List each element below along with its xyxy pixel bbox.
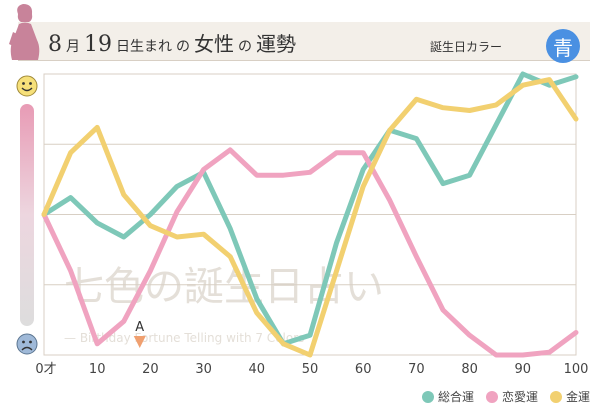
- x-tick-label: 80: [461, 362, 478, 377]
- month-unit: 月: [66, 39, 80, 55]
- series-line-1: [41, 71, 579, 347]
- birth-month: 8: [48, 32, 62, 57]
- particle-no-2: の: [238, 39, 252, 55]
- header: 8 月 19 日生まれ の 女性 の 運勢 誕生日カラー 青: [0, 0, 600, 63]
- legend: 総合運 恋愛運 金運: [421, 388, 590, 405]
- smiley-mouth: [21, 87, 33, 92]
- x-tick-label: 10: [89, 362, 106, 377]
- watermark-subtitle: — Birthday Fortune Telling with 7 Colors: [64, 331, 304, 345]
- x-tick-label: 70: [408, 362, 425, 377]
- fortune-label: 運勢: [256, 32, 296, 56]
- mood-gradient-bar: [20, 104, 34, 326]
- worried-left-eye: [22, 340, 25, 344]
- legend-item-2: 恋愛運: [485, 388, 538, 405]
- legend-item-1: 総合運: [421, 388, 474, 405]
- x-tick-label: 40: [249, 362, 266, 377]
- smiley-face-icon: [16, 75, 38, 97]
- worried-mouth: [21, 346, 33, 351]
- smiley-face-circle: [16, 75, 38, 97]
- legend-swatch: [485, 390, 498, 403]
- woman-silhouette-icon: [9, 4, 40, 60]
- legend-label: 総合運: [437, 390, 474, 404]
- worried-right-eye: [29, 340, 32, 344]
- birth-color-badge: 青: [546, 29, 580, 63]
- mood-scale: [16, 75, 38, 355]
- header-strip: [18, 22, 590, 61]
- worried-face-circle: [16, 333, 38, 355]
- x-axis: 0才 10 20 30 40 50 60 70 80 90 100: [35, 362, 588, 377]
- worried-face-icon: [16, 333, 38, 355]
- x-tick-label: 30: [195, 362, 212, 377]
- series-line-2: [41, 147, 579, 358]
- age-marker: A: [133, 320, 146, 348]
- x-tick-label: 50: [302, 362, 319, 377]
- birth-color-label: 誕生日カラー: [430, 40, 503, 54]
- legend-swatch: [421, 390, 434, 403]
- page-title: 8 月 19 日生まれ の 女性 の 運勢: [48, 28, 296, 58]
- age-marker-triangle-icon: [133, 336, 146, 348]
- series-line-3: [41, 77, 579, 358]
- smiley-right-eye: [29, 82, 32, 85]
- legend-label: 金運: [565, 390, 590, 404]
- x-tick-label: 90: [515, 362, 532, 377]
- legend-item-3: 金運: [549, 388, 590, 405]
- x-tick-label: 60: [355, 362, 372, 377]
- smiley-left-eye: [22, 82, 25, 85]
- gender-label: 女性: [194, 32, 234, 56]
- x-tick-label: 20: [142, 362, 159, 377]
- x-tick-label: 0才: [35, 362, 56, 377]
- particle-no-1: の: [176, 39, 190, 55]
- chart-grid: [43, 73, 577, 356]
- chart-series: [41, 71, 579, 358]
- day-suffix: 日生まれ: [116, 39, 172, 55]
- birth-day: 19: [84, 32, 112, 57]
- legend-label: 恋愛運: [501, 390, 538, 404]
- legend-swatch: [549, 390, 562, 403]
- x-tick-label: 100: [564, 362, 589, 377]
- age-marker-label: A: [135, 320, 144, 335]
